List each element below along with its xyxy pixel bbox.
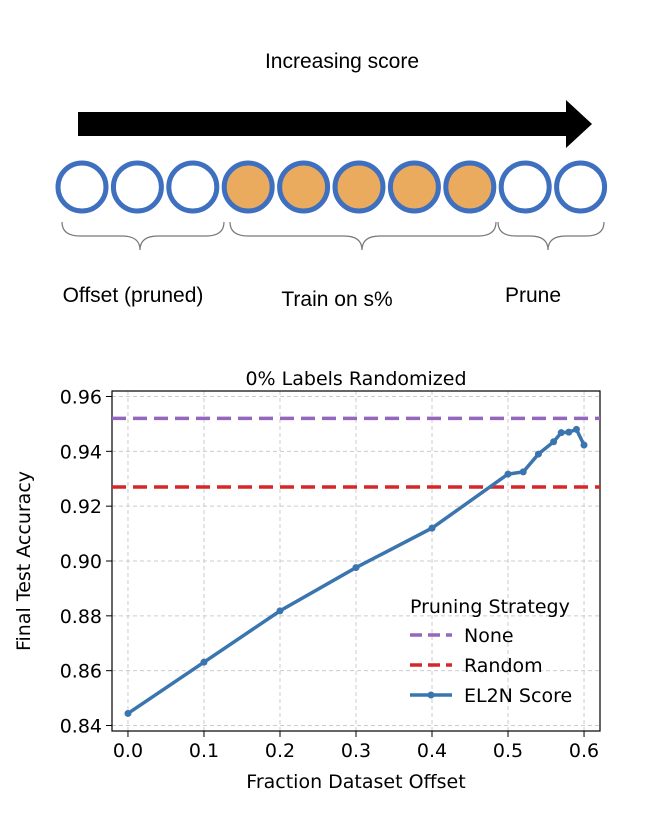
brace — [61, 221, 225, 251]
point — [580, 441, 588, 449]
y-tick-label: 0.84 — [60, 716, 102, 738]
point — [504, 470, 512, 478]
diagram-label: Train on s% — [281, 288, 392, 311]
y-tick-label: 0.92 — [60, 496, 102, 518]
point — [519, 468, 527, 476]
x-tick-label: 0.1 — [189, 740, 219, 762]
chart-title: 0% Labels Randomized — [245, 368, 466, 390]
x-tick-label: 0.6 — [569, 740, 599, 762]
y-tick-label: 0.96 — [60, 386, 102, 408]
point — [557, 429, 565, 437]
arrow-shaft — [78, 112, 568, 136]
point — [565, 428, 573, 436]
brace — [229, 221, 497, 251]
x-tick-label: 0.4 — [417, 740, 447, 762]
point — [428, 524, 436, 532]
y-tick-label: 0.90 — [60, 551, 102, 573]
brace — [497, 221, 605, 251]
point — [276, 607, 284, 615]
circle — [55, 160, 109, 214]
point — [534, 450, 542, 458]
legend-marker — [427, 691, 435, 699]
point — [352, 564, 360, 572]
circle — [498, 160, 552, 214]
diagram-title: Increasing score — [265, 50, 419, 73]
diagram: Increasing score Offset (pruned) Train o… — [55, 50, 608, 311]
point — [124, 709, 132, 717]
y-tick-label: 0.86 — [60, 661, 102, 683]
circle — [221, 160, 275, 214]
legend-label: EL2N Score — [464, 685, 572, 707]
legend-label: Random — [464, 655, 543, 677]
diagram-label: Prune — [505, 284, 561, 307]
x-tick-label: 0.5 — [493, 740, 523, 762]
y-axis-label: Final Test Accuracy — [13, 471, 35, 651]
plot-frame — [111, 390, 601, 732]
circle — [332, 160, 386, 214]
legend-title: Pruning Strategy — [410, 596, 570, 618]
circle — [277, 160, 331, 214]
circle-row — [55, 160, 608, 214]
circle — [443, 160, 497, 214]
circle — [166, 160, 220, 214]
circle — [387, 160, 441, 214]
circle — [110, 160, 164, 214]
x-tick-label: 0.3 — [341, 740, 371, 762]
legend-label: None — [464, 625, 514, 647]
y-tick-label: 0.88 — [60, 606, 102, 628]
x-axis-label: Fraction Dataset Offset — [246, 771, 465, 793]
point — [200, 658, 208, 666]
circle — [554, 160, 608, 214]
x-tick-label: 0.0 — [113, 740, 143, 762]
arrow-head — [566, 100, 592, 148]
x-tick-label: 0.2 — [265, 740, 295, 762]
point — [572, 425, 580, 433]
y-tick-label: 0.94 — [60, 441, 102, 463]
point — [550, 438, 558, 446]
chart: 0% Labels Randomized 0.0 0.1 0.2 0.3 0.4 0.5 0.… — [13, 368, 601, 793]
diagram-label: Offset (pruned) — [63, 284, 204, 307]
